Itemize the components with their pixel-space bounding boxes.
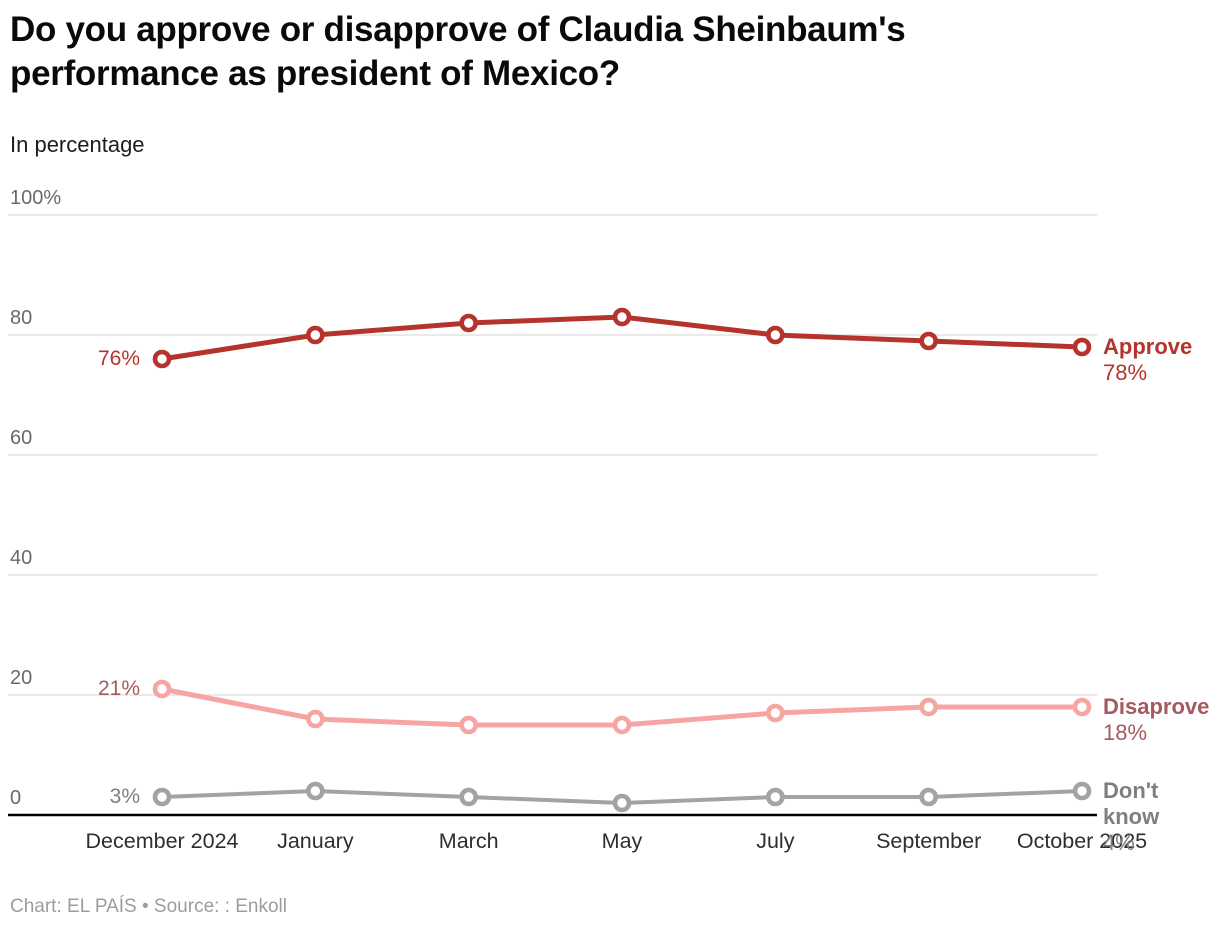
don-t-know-point-0 — [152, 787, 172, 807]
source-credit: Chart: EL PAÍS • Source: : Enkoll — [10, 896, 287, 917]
chart-title: Do you approve or disapprove of Claudia … — [10, 10, 906, 94]
disaprove-point-1 — [306, 709, 325, 729]
approve-point-4 — [766, 325, 785, 345]
approve-point-0 — [152, 349, 172, 369]
disaprove-point-6 — [1072, 697, 1092, 717]
approve-point-5 — [919, 331, 938, 351]
disaprove-point-0 — [152, 679, 172, 699]
disaprove-point-4 — [766, 703, 785, 723]
approve-point-2 — [459, 313, 478, 333]
don-t-know-point-1 — [306, 781, 325, 801]
approve-point-3 — [612, 307, 632, 327]
don-t-know-point-2 — [459, 787, 478, 807]
don-t-know-point-5 — [919, 787, 938, 807]
don-t-know-point-4 — [766, 787, 785, 807]
disaprove-point-2 — [459, 715, 478, 735]
chart-subtitle: In percentage — [10, 132, 145, 157]
disaprove-point-3 — [612, 715, 632, 735]
disaprove-point-5 — [919, 697, 938, 717]
approve-point-6 — [1072, 337, 1092, 357]
don-t-know-point-3 — [612, 793, 632, 813]
approve-point-1 — [306, 325, 325, 345]
don-t-know-point-6 — [1072, 781, 1092, 801]
